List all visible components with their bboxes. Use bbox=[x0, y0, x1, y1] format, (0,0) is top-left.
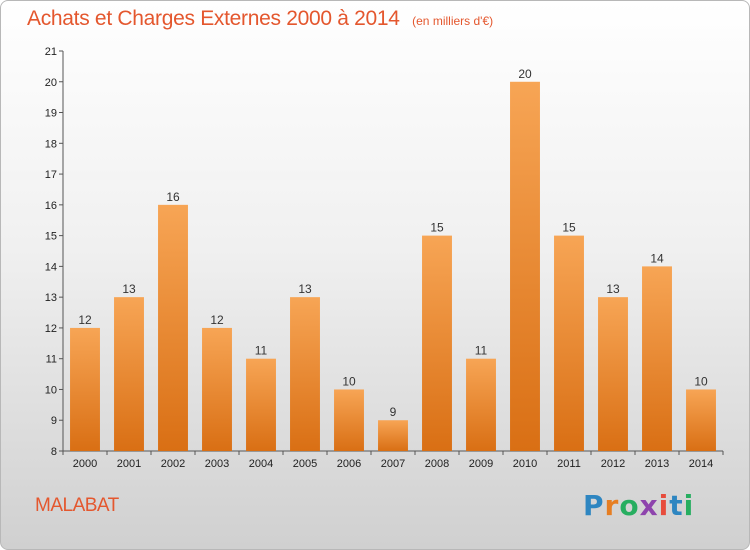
bar bbox=[378, 420, 408, 451]
y-tick-label: 20 bbox=[45, 77, 57, 89]
x-tick-label: 2009 bbox=[469, 458, 493, 470]
y-tick-label: 12 bbox=[45, 323, 57, 335]
bar bbox=[290, 297, 320, 451]
y-tick-label: 15 bbox=[45, 231, 57, 243]
bar-value-label: 10 bbox=[694, 374, 708, 388]
bar bbox=[114, 297, 144, 451]
logo-letter: r bbox=[604, 489, 620, 522]
bar bbox=[422, 235, 452, 451]
bar bbox=[510, 81, 540, 452]
x-tick-label: 2000 bbox=[73, 458, 97, 470]
bar-value-label: 13 bbox=[606, 282, 620, 296]
bar bbox=[246, 358, 276, 451]
y-tick-label: 13 bbox=[45, 292, 57, 304]
bar bbox=[686, 389, 716, 451]
y-tick-label: 19 bbox=[45, 108, 57, 120]
bar-value-label: 11 bbox=[255, 344, 268, 358]
commune-name: MALABAT bbox=[35, 495, 119, 516]
bar bbox=[598, 297, 628, 451]
x-tick-label: 2011 bbox=[557, 458, 581, 470]
y-tick-label: 18 bbox=[45, 138, 57, 150]
y-tick-label: 8 bbox=[51, 446, 57, 458]
logo-letter: o bbox=[619, 489, 640, 522]
x-tick-label: 2012 bbox=[601, 458, 625, 470]
bar-value-label: 11 bbox=[475, 344, 488, 358]
y-tick-label: 21 bbox=[45, 46, 57, 58]
x-tick-label: 2006 bbox=[337, 458, 361, 470]
chart-title-text: Achats et Charges Externes 2000 à 2014 bbox=[27, 7, 400, 30]
logo-letter: t bbox=[669, 489, 684, 522]
bar-value-label: 10 bbox=[342, 374, 356, 388]
chart-bars: 12 13 16 12 11 13 10 9 15 11 20 15 13 14 10 bbox=[70, 67, 716, 452]
bar-value-label: 16 bbox=[166, 190, 180, 204]
x-tick-label: 2007 bbox=[381, 458, 405, 470]
y-tick-label: 14 bbox=[45, 261, 57, 273]
y-tick-label: 9 bbox=[51, 415, 57, 427]
x-tick-label: 2014 bbox=[689, 458, 713, 470]
x-tick-label: 2013 bbox=[645, 458, 669, 470]
x-tick-label: 2008 bbox=[425, 458, 449, 470]
bar bbox=[70, 327, 100, 451]
bar bbox=[554, 235, 584, 451]
bar-value-label: 15 bbox=[430, 221, 444, 235]
bar bbox=[334, 389, 364, 451]
logo-letter: P bbox=[583, 489, 605, 522]
bar bbox=[642, 266, 672, 451]
bar-value-label: 14 bbox=[650, 251, 664, 265]
x-tick-label: 2004 bbox=[249, 458, 273, 470]
chart-unit-text: (en milliers d'€) bbox=[412, 14, 494, 28]
bar-value-label: 9 bbox=[390, 405, 397, 419]
y-tick-label: 11 bbox=[46, 354, 57, 366]
bar-value-label: 20 bbox=[518, 67, 532, 81]
x-tick-label: 2005 bbox=[293, 458, 317, 470]
bar-value-label: 15 bbox=[562, 221, 576, 235]
x-tick-label: 2002 bbox=[161, 458, 185, 470]
bar-value-label: 12 bbox=[210, 313, 224, 327]
bar bbox=[466, 358, 496, 451]
proxiti-logo: Proxiti bbox=[583, 489, 694, 522]
chart-title: Achats et Charges Externes 2000 à 2014 (… bbox=[27, 7, 493, 31]
bar bbox=[202, 327, 232, 451]
bar-value-label: 12 bbox=[78, 313, 92, 327]
y-tick-label: 17 bbox=[45, 169, 57, 181]
y-tick-label: 16 bbox=[45, 200, 57, 212]
bar-value-label: 13 bbox=[298, 282, 312, 296]
bar bbox=[158, 204, 188, 451]
y-tick-label: 10 bbox=[45, 384, 57, 396]
x-tick-label: 2001 bbox=[117, 458, 141, 470]
x-tick-label: 2003 bbox=[205, 458, 229, 470]
logo-letter: x bbox=[639, 489, 659, 522]
logo-letter: i bbox=[658, 489, 670, 522]
x-tick-label: 2010 bbox=[513, 458, 537, 470]
bar-value-label: 13 bbox=[122, 282, 136, 296]
logo-letter: i bbox=[683, 489, 695, 522]
